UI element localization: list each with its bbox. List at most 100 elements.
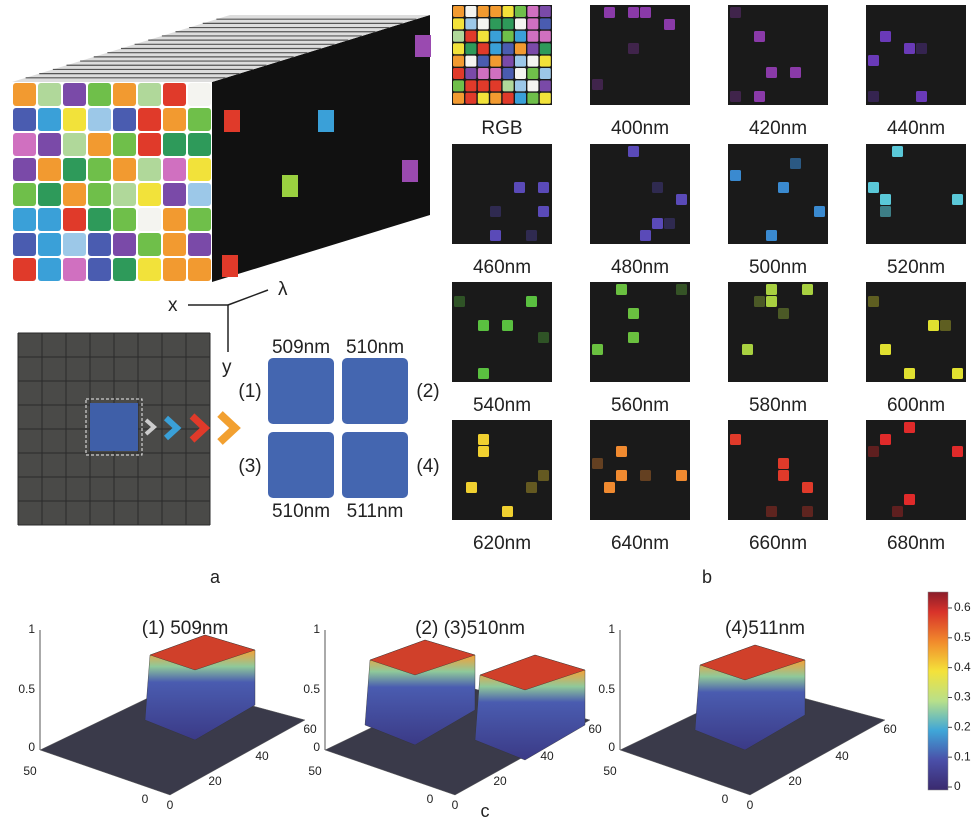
axes-arrows [188,289,269,352]
image-cell [539,30,551,42]
surface-top [369,639,476,676]
cube-spot [282,175,298,197]
cube-cell [88,83,111,106]
cube-cell [63,233,86,256]
pixel [342,358,408,424]
axis-label: x [168,295,178,316]
z-tick: 1 [28,622,35,636]
image-cell [453,55,464,67]
image-spot [880,206,891,217]
image-spot [766,67,777,78]
panel-c: c (1) 509nm 1 0.5 0 50 0 0 20 40 60 (2) (3)510nm 1 0… [18,591,971,821]
cube-cell [13,133,36,156]
image-spot [802,506,813,517]
pixel-index: (4) [416,456,439,477]
image-spot [514,182,525,193]
plot-title: (1) 509nm [142,618,229,639]
image-spot [742,344,753,355]
image-cell [453,80,464,92]
image-cell [453,6,464,17]
image-spot [676,284,687,295]
image-cell [515,55,526,67]
cube-cell [188,133,211,156]
cube-front [13,83,211,281]
cube-cell [13,208,36,231]
cube-cell [188,208,211,231]
cube-cell [113,108,136,131]
chevron [189,413,211,443]
image-spot [628,7,639,18]
image-spot [730,91,741,102]
roi [90,403,138,451]
cube-cell [163,158,186,181]
image-spot [868,296,879,307]
spectral-image [590,282,690,382]
image-cell [527,92,539,104]
cube-cell [188,108,211,131]
image-spot [778,182,789,193]
image-spot [640,7,651,18]
x-tick: 0 [167,798,174,812]
cube-cell [163,183,186,206]
image-spot [754,91,765,102]
cube-cell [63,158,86,181]
image-spot [952,368,963,379]
image-spot [538,206,549,217]
cube-spot [415,35,431,57]
x-tick: 20 [208,774,222,788]
wavelength: 509nm [272,337,330,358]
image-spot [592,344,603,355]
image-cell [539,6,551,17]
wavelength-label: 640nm [611,533,669,554]
image-spot [628,308,639,319]
image-spot [676,194,687,205]
cube-cell [13,83,36,106]
image-spot [616,446,627,457]
x-tick: 20 [788,774,802,788]
cube-cell [163,108,186,131]
wavelength-label: 560nm [611,395,669,416]
x-tick: 60 [883,722,897,736]
image-spot [802,284,813,295]
colorbar-label: 0.6 [954,600,971,614]
cube-cell [188,233,211,256]
wavelength-label: 520nm [887,257,945,278]
wavelength-label: 680nm [887,533,945,554]
cube-cell [188,183,211,206]
image-cell [453,18,464,30]
cube-cell [13,108,36,131]
image-cell [515,43,526,55]
pixel-index: (3) [238,456,261,477]
wavelength-label: 580nm [749,395,807,416]
image-spot [904,422,915,433]
x-tick: 40 [835,749,849,763]
image-spot [868,55,879,66]
colorbar-label: 0.4 [954,660,971,674]
axis-label: λ [278,279,288,300]
image-spot [766,284,777,295]
image-cell [502,68,514,79]
wavelength-label: 400nm [611,118,669,139]
image-spot [904,43,915,54]
cube-cell [113,233,136,256]
axis-label: y [222,357,232,378]
image-cell [465,6,477,17]
image-spot [490,230,501,241]
image-cell [527,30,539,42]
image-spot [790,158,801,169]
image-spot [538,332,549,343]
image-spot [526,482,537,493]
image-spot [502,506,513,517]
x-tick: 0 [747,798,754,812]
image-spot [778,308,789,319]
wavelength-label: 480nm [611,257,669,278]
cube-cell [138,233,161,256]
image-spot [880,344,891,355]
surface-top [479,654,586,691]
image-cell [515,18,526,30]
spectral-image [590,5,690,105]
image-cell [527,6,539,17]
image-cell [465,18,477,30]
cube-cell [38,108,61,131]
